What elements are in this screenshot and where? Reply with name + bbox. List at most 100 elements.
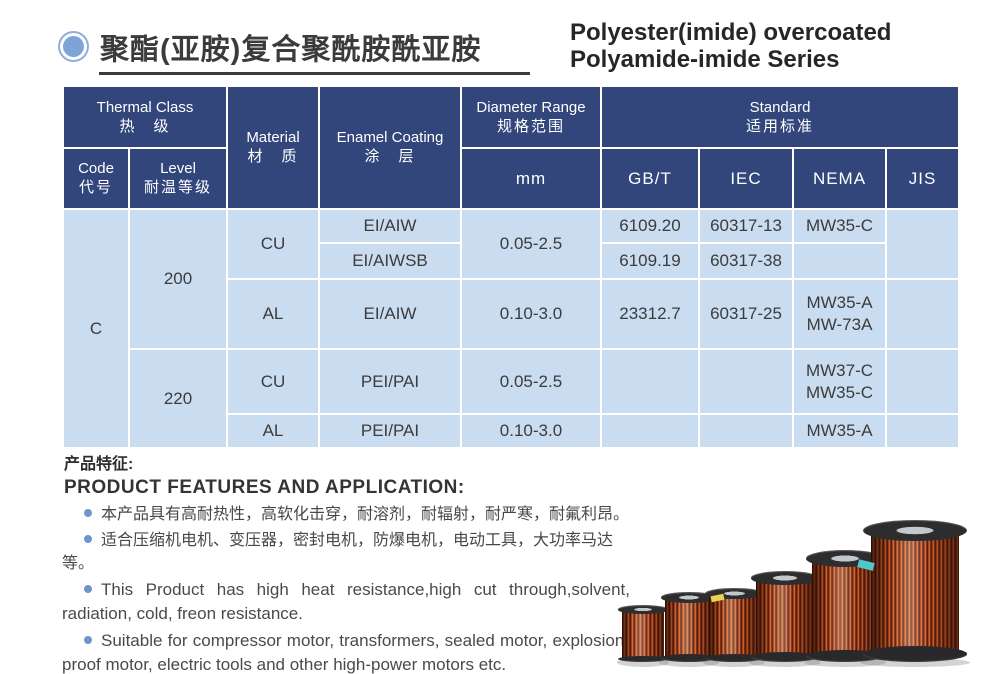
cell-r1-jis bbox=[884, 208, 961, 280]
cell-r1-gbt: 6109.20 bbox=[600, 208, 700, 244]
spool-flange-bottom bbox=[660, 654, 718, 662]
cell-r3-iec: 60317-25 bbox=[698, 278, 794, 350]
features-heading-en: PRODUCT FEATURES AND APPLICATION: bbox=[64, 477, 465, 498]
feature-bullet-zh-2: 适合压缩机电机、变压器，密封电机，防爆电机，电动工具，大功率马达等。 bbox=[62, 529, 630, 575]
enamel-coating-label-en: Enamel Coating bbox=[336, 129, 444, 146]
cell-r4-nema-line1: MW37-C bbox=[805, 360, 874, 380]
cell-code-c: C bbox=[62, 208, 130, 449]
cell-r3-material: AL bbox=[226, 278, 320, 350]
feature-bullet-zh-1-text: 本产品具有高耐热性，高软化击穿，耐溶剂，耐辐射，耐严寒，耐氟利昂。 bbox=[101, 506, 630, 523]
level-label-zh: 耐温等级 bbox=[143, 179, 212, 196]
material-label-en: Material bbox=[246, 129, 300, 146]
spec-table: Thermal Class 热 级 Material 材 质 Enamel Co… bbox=[62, 85, 961, 449]
spool-shadow bbox=[749, 658, 821, 667]
material-label-zh: 材 质 bbox=[247, 148, 299, 165]
wire-spool-6 bbox=[860, 520, 970, 667]
cell-r1-diameter: 0.05-2.5 bbox=[460, 208, 602, 280]
feature-bullet-en-2: Suitable for compressor motor, transform… bbox=[62, 629, 630, 674]
spool-flange-bottom bbox=[806, 649, 884, 662]
col-header-enamel-coating: Enamel Coating 涂 层 bbox=[318, 85, 462, 210]
spool-barrel bbox=[756, 577, 814, 659]
cell-r3-nema-line2: MW-73A bbox=[806, 315, 873, 334]
standard-label-en: Standard bbox=[749, 98, 811, 116]
cell-r5-jis bbox=[884, 413, 961, 449]
page-title-chinese: 聚酯(亚胺)复合聚酰胺酰亚胺 bbox=[100, 34, 482, 66]
cell-r2-nema bbox=[792, 242, 887, 280]
col-header-nema: NEMA bbox=[792, 147, 887, 210]
bullet-dot-icon bbox=[84, 585, 92, 593]
features-heading-zh: 产品特征: bbox=[64, 456, 134, 473]
cell-r2-iec: 60317-38 bbox=[698, 242, 794, 280]
section-bullet-icon bbox=[63, 36, 84, 57]
title-underline bbox=[99, 72, 530, 75]
cell-r1-nema: MW35-C bbox=[792, 208, 887, 244]
cell-r3-gbt: 23312.7 bbox=[600, 278, 700, 350]
cell-r2-gbt: 6109.19 bbox=[600, 242, 700, 280]
features-section: 产品特征: PRODUCT FEATURES AND APPLICATION: … bbox=[62, 450, 630, 674]
col-header-jis: JIS bbox=[884, 147, 961, 210]
spool-barrel bbox=[812, 557, 878, 658]
cell-level-200: 200 bbox=[128, 208, 228, 350]
cell-r4-nema-line2: MW35-C bbox=[805, 382, 874, 402]
spool-label-tag bbox=[710, 593, 725, 602]
spool-flange-bottom bbox=[704, 653, 764, 662]
spool-label-tag bbox=[857, 559, 875, 571]
diameter-range-label-zh: 规格范围 bbox=[496, 117, 565, 135]
code-label-en: Code bbox=[78, 160, 114, 177]
col-header-mm: mm bbox=[460, 147, 602, 210]
diameter-range-label-en: Diameter Range bbox=[476, 98, 586, 116]
col-header-level: Level 耐温等级 bbox=[128, 147, 228, 210]
cell-r3-enamel: EI/AIW bbox=[318, 278, 462, 350]
feature-bullet-en-2-text: Suitable for compressor motor, transform… bbox=[62, 631, 630, 674]
spool-flange-top bbox=[863, 520, 967, 542]
spool-shadow bbox=[860, 658, 970, 667]
code-label-zh: 代号 bbox=[78, 179, 113, 196]
cell-level-220: 220 bbox=[128, 348, 228, 449]
spool-shadow bbox=[659, 658, 719, 667]
cell-r2-enamel: EI/AIWSB bbox=[318, 242, 462, 280]
cell-r3-nema-line1: MW35-A bbox=[806, 293, 873, 312]
spool-barrel bbox=[871, 529, 959, 657]
cell-r4-diameter: 0.05-2.5 bbox=[460, 348, 602, 415]
feature-bullet-zh-1: 本产品具有高耐热性，高软化击穿，耐溶剂，耐辐射，耐严寒，耐氟利昂。 bbox=[62, 503, 630, 526]
col-header-material: Material 材 质 bbox=[226, 85, 320, 210]
feature-bullet-en-1: This Product has high heat resistance,hi… bbox=[62, 578, 630, 626]
col-header-code: Code 代号 bbox=[62, 147, 130, 210]
spool-barrel bbox=[709, 593, 759, 660]
cell-r4-enamel: PEI/PAI bbox=[318, 348, 462, 415]
cell-r3-nema: MW35-A MW-73A bbox=[792, 278, 887, 350]
cell-r3-diameter: 0.10-3.0 bbox=[460, 278, 602, 350]
feature-bullet-zh-2-text: 适合压缩机电机、变压器，密封电机，防爆电机，电动工具，大功率马达等。 bbox=[62, 532, 614, 572]
spool-flange-top bbox=[750, 571, 820, 585]
spool-flange-bottom bbox=[863, 646, 967, 662]
cell-r1-iec: 60317-13 bbox=[698, 208, 794, 244]
wire-spool-3 bbox=[703, 588, 765, 667]
bullet-dot-icon bbox=[84, 509, 92, 517]
thermal-class-label-zh: 热 级 bbox=[119, 117, 171, 135]
enamel-coating-label-zh: 涂 层 bbox=[364, 148, 416, 165]
spool-flange-top bbox=[806, 550, 884, 567]
cell-r3-jis bbox=[884, 278, 961, 350]
spool-shadow bbox=[804, 658, 886, 667]
cell-r5-diameter: 0.10-3.0 bbox=[460, 413, 602, 449]
cell-r5-material: AL bbox=[226, 413, 320, 449]
spool-flange-bottom bbox=[750, 652, 820, 662]
cell-r1-material: CU bbox=[226, 208, 320, 280]
cell-r5-gbt bbox=[600, 413, 700, 449]
cell-r4-gbt bbox=[600, 348, 700, 415]
thermal-class-label-en: Thermal Class bbox=[96, 98, 194, 116]
level-label-en: Level bbox=[160, 160, 196, 177]
page-title-english-line2: Polyamide-imide Series bbox=[570, 46, 840, 73]
spool-flange-top bbox=[704, 588, 764, 600]
cell-r4-material: CU bbox=[226, 348, 320, 415]
standard-label-zh: 适用标准 bbox=[746, 117, 815, 135]
cell-r5-nema: MW35-A bbox=[792, 413, 887, 449]
bullet-dot-icon bbox=[84, 636, 92, 644]
page-title-english-line1: Polyester(imide) overcoated bbox=[570, 19, 892, 46]
col-header-diameter-range: Diameter Range 规格范围 bbox=[460, 85, 602, 149]
col-header-thermal-class: Thermal Class 热 级 bbox=[62, 85, 228, 149]
spool-shadow bbox=[703, 658, 765, 667]
wire-spool-5 bbox=[804, 550, 886, 667]
spool-barrel bbox=[665, 596, 713, 660]
